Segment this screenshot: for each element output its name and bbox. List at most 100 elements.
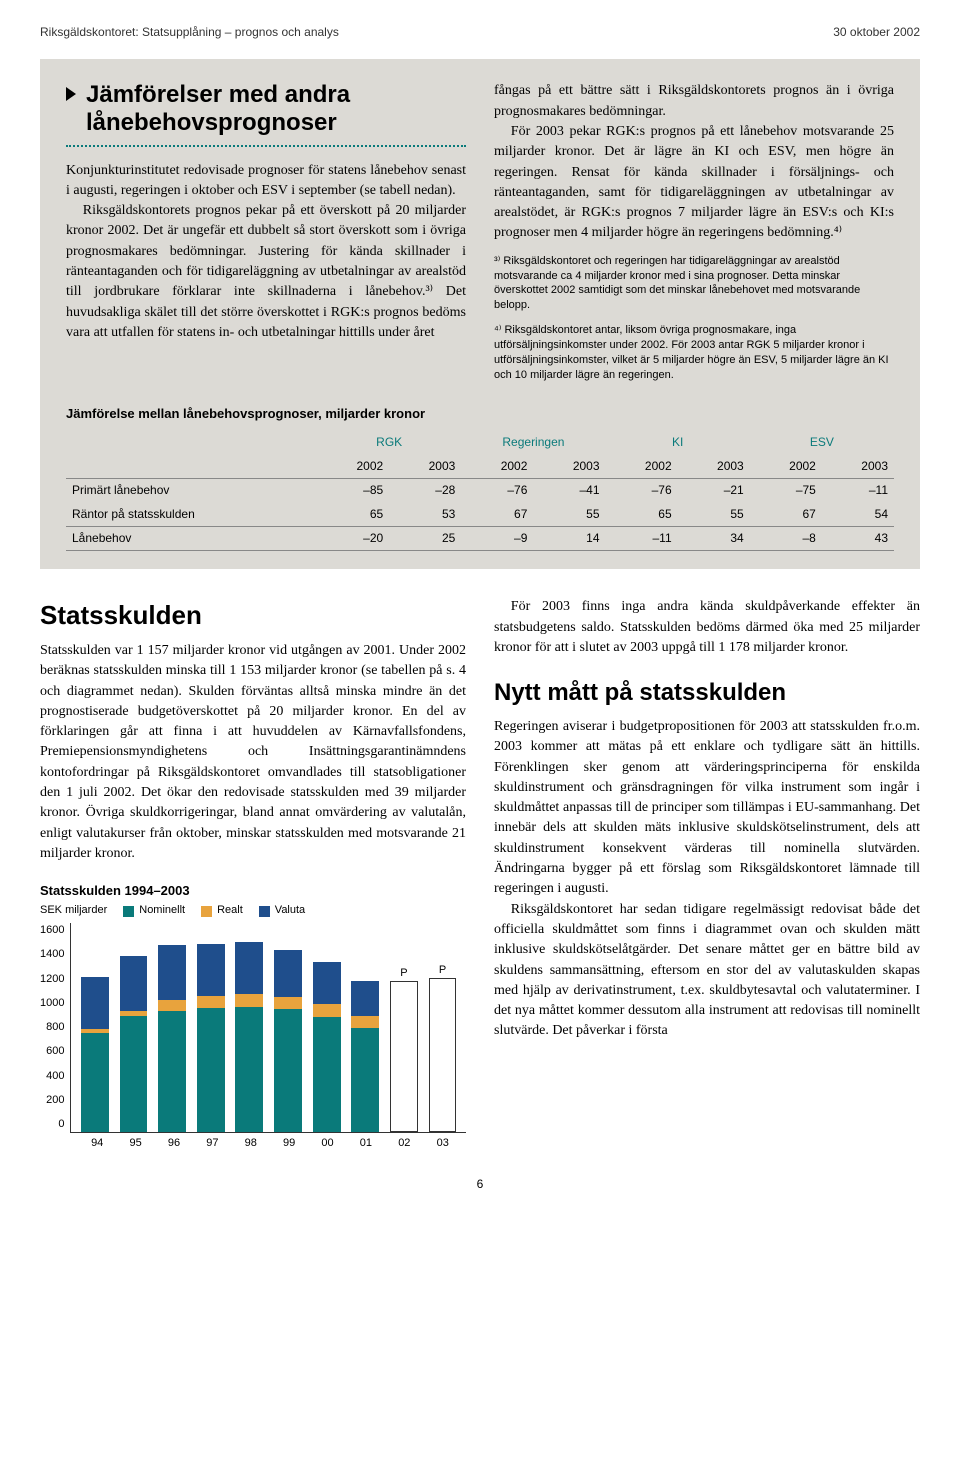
chart-area: 16001400120010008006004002000 PP bbox=[40, 923, 466, 1133]
year-cell: 2002 bbox=[461, 455, 533, 479]
table-title: Jämförelse mellan lånebehovsprognoser, m… bbox=[66, 405, 894, 424]
year-cell: 2002 bbox=[750, 455, 822, 479]
table-group: Regeringen bbox=[461, 431, 605, 454]
x-tick-label: 98 bbox=[233, 1136, 268, 1152]
bar-segment-nominellt bbox=[120, 1016, 148, 1132]
legend-item-valuta: Valuta bbox=[259, 903, 305, 919]
header-left: Riksgäldskontoret: Statsupplåning – prog… bbox=[40, 24, 339, 41]
y-tick-label: 800 bbox=[46, 1020, 64, 1036]
legend-label: Realt bbox=[217, 903, 243, 919]
x-tick-label: 01 bbox=[349, 1136, 384, 1152]
bar-group bbox=[116, 923, 151, 1132]
x-tick-label: 00 bbox=[310, 1136, 345, 1152]
bar-segment-realt bbox=[197, 996, 225, 1008]
data-cell: –9 bbox=[461, 526, 533, 550]
comparison-box: Jämförelser med andra lånebehovsprognose… bbox=[40, 59, 920, 569]
bar-segment-valuta bbox=[120, 956, 148, 1011]
bar-segment-valuta bbox=[81, 977, 109, 1029]
bar-segment-valuta bbox=[351, 981, 379, 1016]
bar-group: P bbox=[425, 923, 460, 1132]
data-cell: 65 bbox=[317, 503, 389, 527]
chart-plot: PP bbox=[70, 923, 466, 1133]
data-cell: –11 bbox=[822, 479, 894, 503]
data-cell: –21 bbox=[678, 479, 750, 503]
bar-stack bbox=[158, 945, 186, 1132]
bar-group bbox=[77, 923, 112, 1132]
comparison-table: RGK Regeringen KI ESV 2002 2003 2002 200… bbox=[66, 431, 894, 551]
data-cell: 55 bbox=[678, 503, 750, 527]
footnote-4: ⁴⁾ Riksgäldskontoret antar, liksom övrig… bbox=[494, 323, 894, 382]
bar-segment-realt bbox=[235, 994, 263, 1006]
data-cell: 43 bbox=[822, 526, 894, 550]
chart-x-axis: 94959697989900010203 bbox=[74, 1133, 466, 1152]
para: För 2003 pekar RGK:s prognos på ett låne… bbox=[494, 122, 894, 244]
bar-group bbox=[309, 923, 344, 1132]
lower-right-col: För 2003 finns inga andra kända skuldpåv… bbox=[494, 597, 920, 1152]
para: fångas på ett bättre sätt i Riksgäldskon… bbox=[494, 81, 894, 122]
row-label: Primärt lånebehov bbox=[66, 479, 317, 503]
y-tick-label: 1200 bbox=[40, 972, 64, 988]
year-cell: 2003 bbox=[389, 455, 461, 479]
bar-segment-nominellt bbox=[235, 1007, 263, 1132]
y-tick-label: 200 bbox=[46, 1093, 64, 1109]
bar-segment-valuta bbox=[235, 942, 263, 994]
data-cell: –8 bbox=[750, 526, 822, 550]
prognosis-label: P bbox=[400, 966, 407, 982]
bar-stack bbox=[81, 977, 109, 1132]
x-tick-label: 95 bbox=[118, 1136, 153, 1152]
chart-legend-row: SEK miljarder Nominellt Realt Valuta bbox=[40, 903, 466, 919]
x-tick-label: 99 bbox=[272, 1136, 307, 1152]
row-label: Räntor på statsskulden bbox=[66, 503, 317, 527]
data-cell: –75 bbox=[750, 479, 822, 503]
table-group: RGK bbox=[317, 431, 461, 454]
data-cell: 14 bbox=[533, 526, 605, 550]
table-group-row: RGK Regeringen KI ESV bbox=[66, 431, 894, 454]
bar-stack bbox=[274, 950, 302, 1132]
lower-columns: Statsskulden Statsskulden var 1 157 milj… bbox=[40, 597, 920, 1152]
y-tick-label: 1400 bbox=[40, 947, 64, 963]
chart-title: Statsskulden 1994–2003 bbox=[40, 882, 466, 901]
table-row: Primärt lånebehov–85–28–76–41–76–21–75–1… bbox=[66, 479, 894, 503]
bar-segment-nominellt bbox=[81, 1033, 109, 1132]
bar-segment-valuta bbox=[274, 950, 302, 997]
x-tick-label: 94 bbox=[80, 1136, 115, 1152]
bar-segment-valuta bbox=[313, 962, 341, 1004]
bar-segment-nominellt bbox=[313, 1017, 341, 1132]
page-number: 6 bbox=[40, 1176, 920, 1193]
data-cell: –28 bbox=[389, 479, 461, 503]
comparison-left-col: Jämförelser med andra lånebehovsprognose… bbox=[66, 81, 466, 382]
year-cell: 2002 bbox=[317, 455, 389, 479]
data-cell: –41 bbox=[533, 479, 605, 503]
dotted-rule bbox=[66, 145, 466, 147]
bar-segment-valuta bbox=[197, 944, 225, 996]
header-right: 30 oktober 2002 bbox=[833, 24, 920, 41]
legend-label: Valuta bbox=[275, 903, 305, 919]
bar-segment-nominellt bbox=[197, 1008, 225, 1132]
data-cell: 53 bbox=[389, 503, 461, 527]
bar-outline: P bbox=[429, 978, 457, 1132]
comparison-right-col: fångas på ett bättre sätt i Riksgäldskon… bbox=[494, 81, 894, 382]
year-cell: 2003 bbox=[533, 455, 605, 479]
data-cell: 65 bbox=[606, 503, 678, 527]
bar-stack bbox=[120, 956, 148, 1132]
year-cell: 2002 bbox=[606, 455, 678, 479]
bar-stack bbox=[197, 944, 225, 1132]
swatch-icon bbox=[259, 906, 270, 917]
data-cell: 55 bbox=[533, 503, 605, 527]
bar-group bbox=[155, 923, 190, 1132]
legend-item-realt: Realt bbox=[201, 903, 243, 919]
y-tick-label: 0 bbox=[58, 1117, 64, 1133]
data-cell: –76 bbox=[461, 479, 533, 503]
page-root: Riksgäldskontoret: Statsupplåning – prog… bbox=[0, 0, 960, 1223]
bar-segment-valuta bbox=[158, 945, 186, 1000]
bar-segment-nominellt bbox=[351, 1028, 379, 1132]
footnote-3: ³⁾ Riksgäldskontoret och regeringen har … bbox=[494, 254, 894, 313]
prognosis-label: P bbox=[439, 963, 446, 979]
comparison-title: Jämförelser med andra lånebehovsprognose… bbox=[86, 81, 466, 136]
data-cell: 67 bbox=[750, 503, 822, 527]
x-tick-label: 97 bbox=[195, 1136, 230, 1152]
table-group: KI bbox=[606, 431, 750, 454]
data-cell: 34 bbox=[678, 526, 750, 550]
para: Konjunkturinstitutet redovisade prognose… bbox=[66, 161, 466, 202]
data-cell: –76 bbox=[606, 479, 678, 503]
